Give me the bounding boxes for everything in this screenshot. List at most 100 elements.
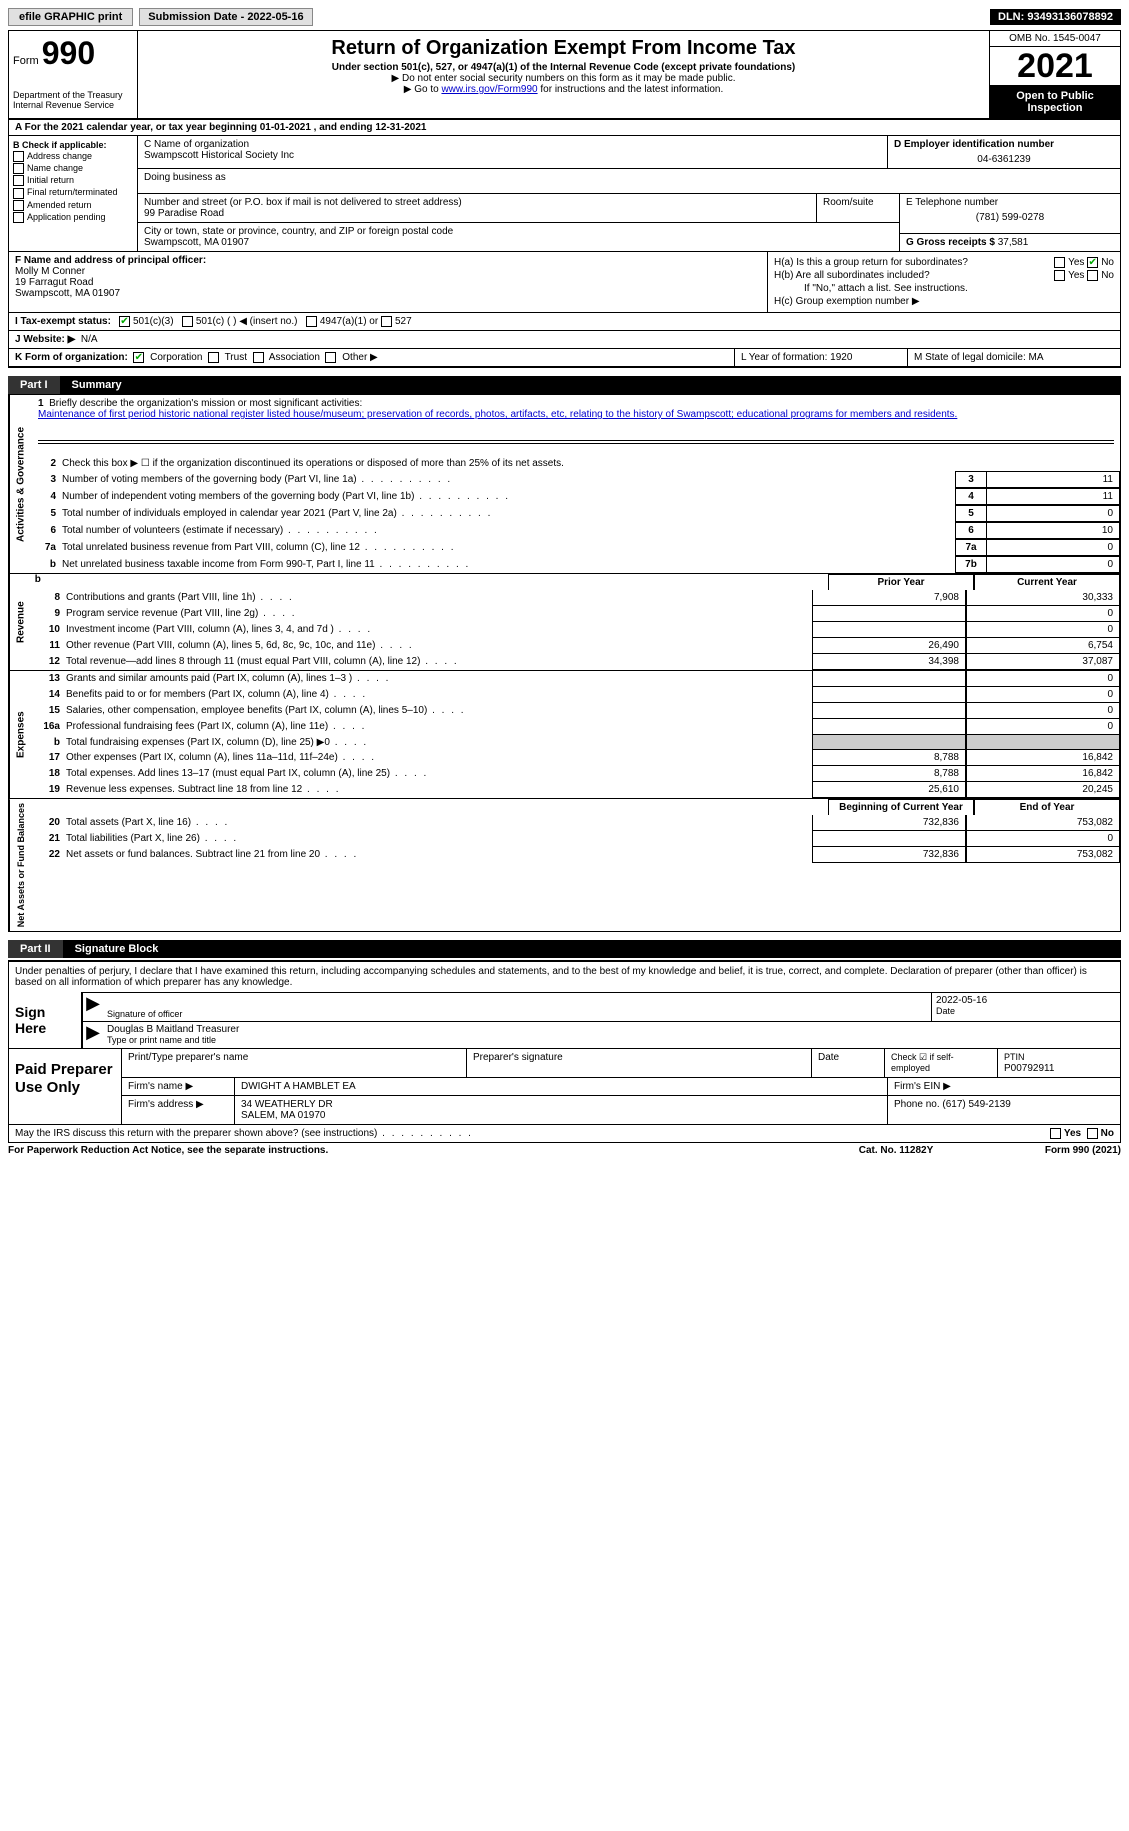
cb-address[interactable] [13, 151, 24, 162]
footer-cat: Cat. No. 11282Y [821, 1145, 971, 1156]
dba-cell: Doing business as [138, 169, 1120, 194]
ha-yes[interactable] [1054, 257, 1065, 268]
cb-501c[interactable] [182, 316, 193, 327]
ein-cell: D Employer identification number 04-6361… [887, 136, 1120, 168]
summary-line: 15Salaries, other compensation, employee… [32, 703, 1120, 719]
discuss-yes[interactable] [1050, 1128, 1061, 1139]
summary-line: 4Number of independent voting members of… [32, 488, 1120, 505]
note2-post: for instructions and the latest informat… [538, 84, 724, 95]
vtab-exp: Expenses [9, 671, 32, 798]
cb-501c3[interactable] [119, 316, 130, 327]
col-c: C Name of organization Swampscott Histor… [138, 136, 1120, 251]
preparer-block: Paid Preparer Use Only Print/Type prepar… [8, 1049, 1121, 1125]
note-ssn: ▶ Do not enter social security numbers o… [146, 73, 981, 84]
ha-no[interactable] [1087, 257, 1098, 268]
org-name: Swampscott Historical Society Inc [144, 150, 881, 161]
part2-num: Part II [8, 940, 63, 958]
irs-link[interactable]: www.irs.gov/Form990 [441, 84, 537, 95]
tax-year: 2021 [990, 47, 1120, 86]
opt-trust: Trust [225, 352, 247, 363]
ptin-value: P00792911 [1004, 1063, 1054, 1074]
cb-amended[interactable] [13, 200, 24, 211]
city-label: City or town, state or province, country… [144, 226, 893, 237]
cb-assoc[interactable] [253, 352, 264, 363]
vtab-rev: Revenue [9, 574, 32, 670]
street-label: Number and street (or P.O. box if mail i… [144, 197, 810, 208]
prep-sig-label: Preparer's signature [467, 1049, 812, 1077]
summary-line: 18Total expenses. Add lines 13–17 (must … [32, 766, 1120, 782]
summary-line: 7aTotal unrelated business revenue from … [32, 539, 1120, 556]
city-cell: City or town, state or province, country… [138, 223, 899, 251]
sig-name: Douglas B Maitland Treasurer [107, 1024, 1116, 1035]
opt-final: Final return/terminated [27, 187, 118, 197]
summary-line: 6Total number of volunteers (estimate if… [32, 522, 1120, 539]
addr-right: E Telephone number (781) 599-0278 G Gros… [899, 194, 1120, 251]
footer-form: Form 990 (2021) [971, 1145, 1121, 1156]
firm-addr1: 34 WEATHERLY DR [241, 1099, 333, 1110]
efile-button[interactable]: efile GRAPHIC print [8, 8, 133, 26]
hdr-current: Current Year [974, 574, 1120, 590]
website-label: J Website: ▶ [15, 334, 75, 345]
sig-declaration: Under penalties of perjury, I declare th… [9, 962, 1120, 992]
section-bcdeg: B Check if applicable: Address change Na… [8, 136, 1121, 252]
summary-line: 10Investment income (Part VIII, column (… [32, 622, 1120, 638]
cb-4947[interactable] [306, 316, 317, 327]
phone-value: (781) 599-0278 [906, 212, 1114, 223]
summary-line: 13Grants and similar amounts paid (Part … [32, 671, 1120, 687]
firm-phone: Phone no. (617) 549-2139 [888, 1096, 1120, 1124]
section-fh: F Name and address of principal officer:… [8, 252, 1121, 313]
omb-number: OMB No. 1545-0047 [990, 31, 1120, 47]
k-label: K Form of organization: [15, 352, 128, 363]
line1-text: Maintenance of first period historic nat… [38, 409, 957, 420]
discuss-no[interactable] [1087, 1128, 1098, 1139]
arrow-icon: ▶ [83, 993, 103, 1021]
cb-name[interactable] [13, 163, 24, 174]
line2: Check this box ▶ ☐ if the organization d… [62, 456, 1120, 471]
firm-addr2: SALEM, MA 01970 [241, 1110, 326, 1121]
part1-title: Summary [60, 376, 134, 394]
inspection-label: Open to Public Inspection [990, 86, 1120, 118]
cb-trust[interactable] [208, 352, 219, 363]
hc-label: H(c) Group exemption number ▶ [774, 296, 1114, 307]
line1-label: Briefly describe the organization's miss… [49, 398, 362, 409]
vtab-gov: Activities & Governance [9, 395, 32, 573]
sig-date: 2022-05-16 [936, 995, 1116, 1006]
street-cell: Number and street (or P.O. box if mail i… [138, 194, 816, 222]
note-link: ▶ Go to www.irs.gov/Form990 for instruct… [146, 84, 981, 95]
dept-label: Department of the Treasury [13, 90, 133, 100]
opt-501c3: 501(c)(3) [133, 316, 174, 327]
firm-ein-label: Firm's EIN ▶ [888, 1078, 1120, 1095]
opt-initial: Initial return [27, 175, 74, 185]
gross-value: 37,581 [998, 237, 1029, 248]
part1-header: Part I Summary [8, 376, 1121, 394]
summary-line: 5Total number of individuals employed in… [32, 505, 1120, 522]
addr-left: Number and street (or P.O. box if mail i… [138, 194, 899, 251]
k-mid: L Year of formation: 1920 [734, 349, 907, 366]
summary-line: 14Benefits paid to or for members (Part … [32, 687, 1120, 703]
hb-note: If "No," attach a list. See instructions… [774, 283, 1114, 294]
hb-yes[interactable] [1054, 270, 1065, 281]
form-header: Form 990 Department of the Treasury Inte… [8, 30, 1121, 120]
officer-name: Molly M Conner [15, 266, 761, 277]
summary-line: 8Contributions and grants (Part VIII, li… [32, 590, 1120, 606]
header-left: Form 990 Department of the Treasury Inte… [9, 31, 138, 118]
form-subtitle: Under section 501(c), 527, or 4947(a)(1)… [146, 62, 981, 73]
gross-label: G Gross receipts $ [906, 237, 995, 248]
prep-name-label: Print/Type preparer's name [122, 1049, 467, 1077]
cb-final[interactable] [13, 188, 24, 199]
cb-other[interactable] [325, 352, 336, 363]
cb-527[interactable] [381, 316, 392, 327]
hdr-prior: Prior Year [828, 574, 974, 590]
hb-label: H(b) Are all subordinates included? [774, 270, 930, 281]
opt-assoc: Association [269, 352, 320, 363]
cb-corp[interactable] [133, 352, 144, 363]
signature-block: Under penalties of perjury, I declare th… [8, 960, 1121, 1049]
cb-pending[interactable] [13, 212, 24, 223]
summary-line: bTotal fundraising expenses (Part IX, co… [32, 735, 1120, 750]
summary-line: 20Total assets (Part X, line 16)732,8367… [32, 815, 1120, 831]
sig-name-label: Type or print name and title [107, 1035, 1116, 1045]
col-b-header: B Check if applicable: [13, 140, 133, 150]
summary-line: 9Program service revenue (Part VIII, lin… [32, 606, 1120, 622]
hb-no[interactable] [1087, 270, 1098, 281]
cb-initial[interactable] [13, 175, 24, 186]
